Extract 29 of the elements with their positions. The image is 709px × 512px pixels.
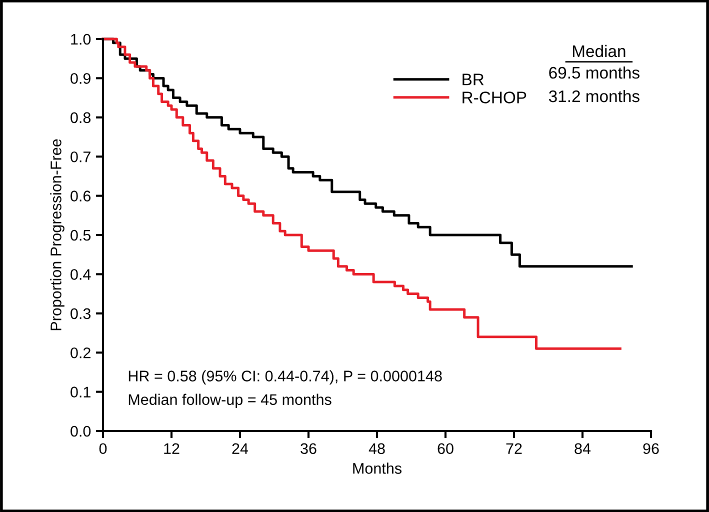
y-tick-label: 1.0 xyxy=(71,34,91,45)
x-tick-label: 48 xyxy=(368,443,385,454)
x-tick-label: 72 xyxy=(506,443,522,454)
annotation: HR = 0.58 (95% CI: 0.44-0.74), P = 0.0000148 xyxy=(128,370,442,384)
x-tick-label: 24 xyxy=(232,443,248,454)
y-tick-label: 0.6 xyxy=(70,190,91,202)
annotation: Median xyxy=(572,44,626,58)
y-tick-label: 0.0 xyxy=(70,426,91,437)
y-tick-label: 0.9 xyxy=(70,73,90,84)
y-tick-label: 0.1 xyxy=(70,386,90,398)
annotation: 69.5 months xyxy=(549,66,640,79)
x-axis-title: Months xyxy=(353,462,402,474)
x-tick-label: 12 xyxy=(164,443,180,454)
y-tick-label: 0.3 xyxy=(70,308,91,320)
y-tick-label: 0.5 xyxy=(70,230,91,241)
y-axis-title: Proportion Progression-Free xyxy=(50,139,64,330)
y-tick-label: 0.4 xyxy=(70,269,91,280)
x-tick-label: 84 xyxy=(574,443,591,454)
x-tick-label: 0 xyxy=(99,443,107,454)
y-tick-label: 0.2 xyxy=(70,347,90,358)
x-tick-label: 96 xyxy=(643,443,659,454)
y-tick-label: 0.8 xyxy=(70,112,91,124)
x-tick-label: 36 xyxy=(300,443,316,454)
legend-label: R-CHOP xyxy=(462,92,526,104)
legend-label: BR xyxy=(462,74,484,86)
x-tick-label: 60 xyxy=(438,443,454,454)
y-tick-label: 0.7 xyxy=(70,151,90,162)
annotation: Median follow-up = 45 months xyxy=(128,394,332,408)
annotation: 31.2 months xyxy=(548,90,640,102)
